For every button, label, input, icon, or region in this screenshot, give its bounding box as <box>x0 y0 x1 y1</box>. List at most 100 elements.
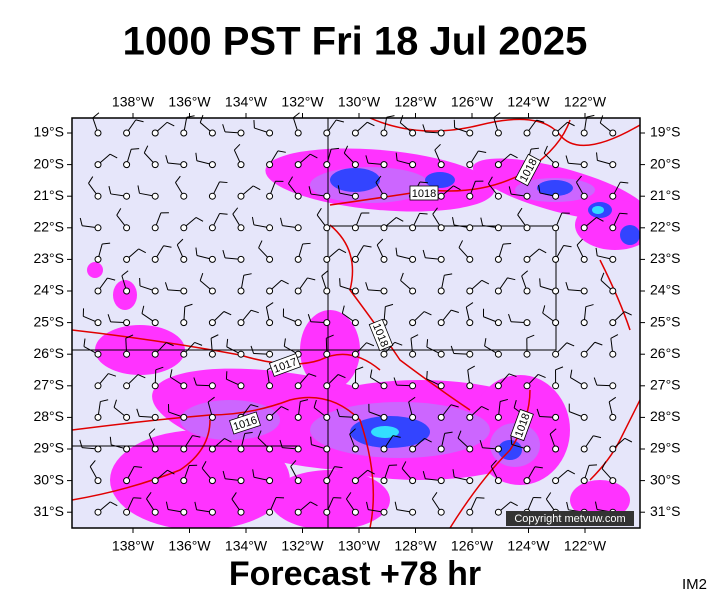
barb-flag <box>243 273 252 276</box>
station <box>380 161 388 169</box>
barb-flag <box>336 408 340 417</box>
barb-flag <box>585 304 594 308</box>
station <box>437 477 445 485</box>
longitude-label: 124°W <box>507 94 550 110</box>
station <box>409 161 417 169</box>
station <box>437 224 445 232</box>
station <box>266 192 274 200</box>
barb-flag <box>566 501 569 510</box>
longitude-label: 134°W <box>225 538 268 554</box>
barb-flag <box>507 277 516 281</box>
barb-flag <box>258 240 263 249</box>
station <box>323 350 331 358</box>
latitude-label: 28°S <box>33 408 64 424</box>
station <box>208 129 216 137</box>
barb-flag <box>331 147 340 150</box>
barb-flag <box>290 460 297 467</box>
barb-flag <box>222 124 226 133</box>
station <box>494 350 502 358</box>
barb-flag <box>143 145 149 154</box>
station <box>237 287 245 295</box>
station <box>466 224 474 232</box>
barb-flag <box>288 176 294 184</box>
barb-flag <box>401 461 407 469</box>
station <box>351 129 359 137</box>
latitude-label: 28°S <box>650 408 681 424</box>
barb-flag <box>365 282 369 291</box>
isobar-label-box <box>514 153 542 187</box>
station <box>609 129 617 137</box>
station <box>466 508 474 516</box>
barb-flag <box>313 399 317 408</box>
barb-flag <box>490 460 497 467</box>
barb-flag <box>422 124 426 133</box>
isobar-label-box <box>229 411 261 435</box>
station <box>552 350 560 358</box>
station <box>494 508 502 516</box>
station <box>323 445 331 453</box>
station <box>351 255 359 263</box>
station <box>351 161 359 169</box>
station <box>580 192 588 200</box>
barb-flag <box>251 216 255 225</box>
barb-flag <box>395 152 398 161</box>
station <box>180 287 188 295</box>
longitude-label: 138°W <box>112 94 155 110</box>
barb-flag <box>386 115 395 118</box>
station <box>466 350 474 358</box>
station <box>208 255 216 263</box>
longitude-label: 130°W <box>338 538 381 554</box>
barb-flag <box>195 247 198 256</box>
barb-flag <box>569 369 573 378</box>
station <box>94 445 102 453</box>
station <box>494 255 502 263</box>
station <box>294 477 302 485</box>
longitude-label: 134°W <box>225 94 268 110</box>
station <box>466 129 474 137</box>
barb-flag <box>307 314 312 322</box>
barb-flag <box>334 466 343 469</box>
station <box>323 129 331 137</box>
station <box>580 224 588 232</box>
station <box>580 350 588 358</box>
latitude-label: 22°S <box>33 219 64 235</box>
barb-flag <box>619 212 628 215</box>
station <box>323 382 331 390</box>
barb-flag <box>257 430 262 439</box>
barb-flag <box>281 406 289 411</box>
latitude-label: 25°S <box>33 313 64 329</box>
latitude-label: 30°S <box>33 471 64 487</box>
station <box>523 224 531 232</box>
latitude-label: 23°S <box>33 250 64 266</box>
station <box>609 445 617 453</box>
station <box>151 508 159 516</box>
station <box>494 161 502 169</box>
station <box>180 192 188 200</box>
station <box>380 129 388 137</box>
station <box>437 287 445 295</box>
station <box>552 192 560 200</box>
station <box>552 287 560 295</box>
latitude-label: 31°S <box>650 503 681 519</box>
station <box>523 350 531 358</box>
barb-flag <box>250 309 259 314</box>
barb-flag <box>326 334 334 339</box>
barb-flag <box>410 334 419 339</box>
station <box>208 477 216 485</box>
barb-flag <box>536 119 545 123</box>
longitude-label: 130°W <box>338 94 381 110</box>
barb-flag <box>510 436 513 445</box>
station <box>180 255 188 263</box>
station <box>151 224 159 232</box>
barb-flag <box>484 338 487 347</box>
barb-flag <box>316 207 322 216</box>
barb-flag <box>252 469 255 478</box>
station <box>409 319 417 327</box>
barb-flag <box>207 396 215 403</box>
barb-flag <box>450 404 459 408</box>
barb-flag <box>100 399 109 403</box>
barb-flag <box>422 470 426 479</box>
barb-flag <box>566 342 575 347</box>
station <box>180 508 188 516</box>
station <box>151 382 159 390</box>
